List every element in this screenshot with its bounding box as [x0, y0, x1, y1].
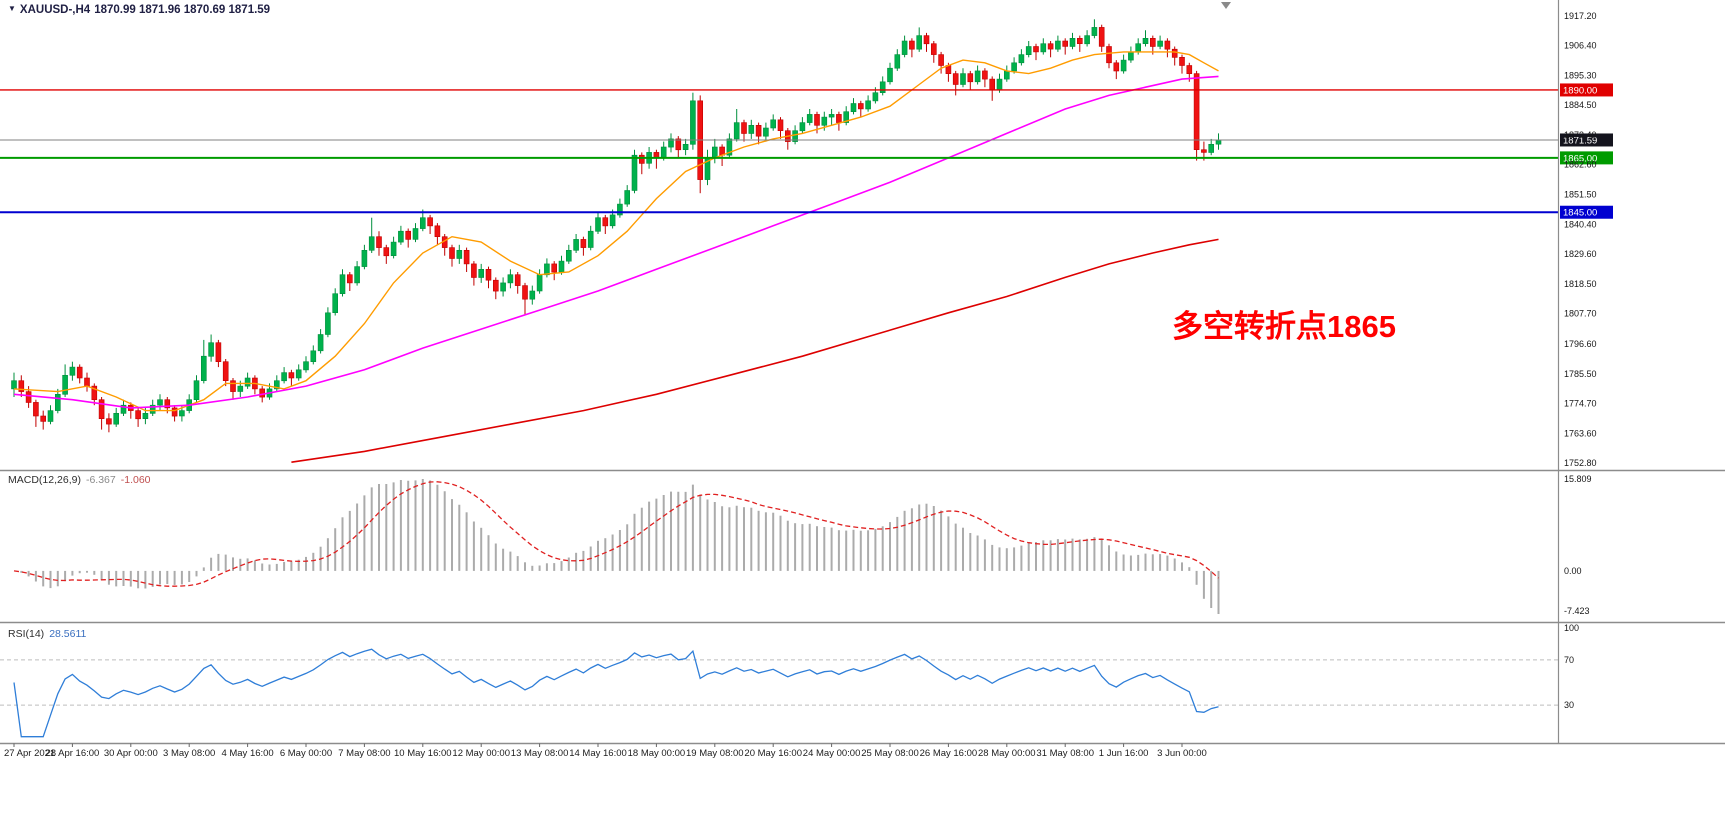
price-axis-label: 1895.30: [1564, 71, 1597, 81]
chart-ohlc-header: ▼ XAUUSD-,H4 1870.99 1871.96 1870.69 1871.…: [8, 4, 274, 16]
price-axis-label: 1763.60: [1564, 428, 1597, 438]
axis-badges: 1890.00 1865.00 1845.00 1871.59: [1560, 83, 1613, 219]
time-axis-label: 26 May 16:00: [920, 748, 978, 759]
time-axis-label: 14 May 16:00: [569, 748, 627, 759]
bid-price-badge: [1560, 133, 1613, 147]
price-axis-label: 1807.70: [1564, 309, 1597, 319]
rsi-axis-label: 100: [1564, 623, 1579, 633]
price-axis-label: 1752.80: [1564, 458, 1597, 468]
time-axis-label: 13 May 08:00: [511, 748, 569, 759]
rsi-name: RSI(14): [8, 628, 45, 640]
time-axis-label: 25 May 08:00: [861, 748, 919, 759]
rsi-axis: 100 70 30: [1564, 623, 1579, 710]
price-axis-label: 1906.40: [1564, 40, 1597, 50]
time-axis-label: 28 May 00:00: [978, 748, 1036, 759]
price-axis-label: 1818.50: [1564, 279, 1597, 289]
time-axis-label: 20 May 16:00: [744, 748, 802, 759]
candles: [11, 19, 1222, 433]
rsi-value: 28.5611: [49, 628, 87, 640]
annotation-text: 多空转折点1865: [1172, 309, 1396, 344]
time-axis-label: 27 Apr 2021: [4, 748, 55, 759]
price-badge: [1560, 151, 1613, 165]
macd-indicator-label: MACD(12,26,9) -6.367 -1.060: [8, 474, 156, 486]
rsi-levels: [0, 659, 1559, 706]
time-axis-label: 4 May 16:00: [221, 748, 273, 759]
time-axis-label: 18 May 00:00: [628, 748, 686, 759]
price-axis-label: 1862.60: [1564, 159, 1597, 169]
ma-mid-line: [13, 75, 1219, 409]
symbol-period-label: XAUUSD-,H4: [19, 4, 91, 16]
time-axis-label: 10 May 16:00: [394, 748, 452, 759]
price-axis-label: 1774.70: [1564, 398, 1597, 408]
price-badge: [1560, 205, 1613, 219]
price-axis-label: 1796.60: [1564, 339, 1597, 349]
time-axis-label: 6 May 00:00: [280, 748, 332, 759]
ohlc-values: 1870.99 1871.96 1870.69 1871.59: [94, 4, 271, 16]
price-axis-label: 1840.40: [1564, 220, 1597, 230]
time-axis-label: 31 May 08:00: [1036, 748, 1094, 759]
time-axis-label: 7 May 08:00: [338, 748, 390, 759]
price-axis-label: 1873.40: [1564, 130, 1597, 140]
ma-fast-line: [13, 51, 1219, 412]
price-badge-label: 1865.00: [1563, 153, 1597, 164]
pane-separators: [0, 0, 1725, 745]
time-axis-label: 1 Jun 16:00: [1099, 748, 1149, 759]
time-axis-label: 3 Jun 00:00: [1157, 748, 1207, 759]
rsi-line: [13, 648, 1219, 738]
price-axis-label: 1917.20: [1564, 11, 1597, 21]
moving-averages: [13, 51, 1219, 463]
chart-shift-marker-icon[interactable]: [1221, 2, 1231, 9]
time-axis-label: 30 Apr 00:00: [104, 748, 158, 759]
macd-signal-value: -1.060: [120, 474, 151, 486]
price-axis-label: 1785.50: [1564, 369, 1597, 379]
time-axis-label: 28 Apr 16:00: [45, 748, 99, 759]
time-axis-label: 12 May 00:00: [452, 748, 510, 759]
time-axis-label: 19 May 08:00: [686, 748, 744, 759]
symbol-marker-icon: ▼: [8, 4, 16, 13]
macd-axis-label: 15.809: [1564, 474, 1592, 484]
rsi-indicator-label: RSI(14) 28.5611: [8, 628, 91, 640]
time-axis-label: 24 May 00:00: [803, 748, 861, 759]
macd-histogram: [20, 479, 1220, 614]
rsi-axis-label: 70: [1564, 655, 1574, 665]
price-badge-label: 1890.00: [1563, 85, 1597, 96]
price-badge-label: 1845.00: [1563, 208, 1597, 219]
macd-axis-label: -7.423: [1564, 606, 1590, 616]
price-axis-label: 1884.50: [1564, 100, 1597, 110]
macd-signal: [13, 481, 1219, 587]
price-badge: [1560, 83, 1613, 97]
price-axis: 1917.20 1906.40 1895.30 1884.50 1873.40 1862.…: [1564, 11, 1597, 468]
macd-main-value: -6.367: [85, 474, 116, 486]
ma-slow-line: [291, 238, 1219, 463]
time-axis-label: 3 May 08:00: [163, 748, 215, 759]
bid-price-badge-label: 1871.59: [1563, 135, 1597, 146]
rsi-axis-label: 30: [1564, 700, 1574, 710]
price-axis-label: 1829.60: [1564, 249, 1597, 259]
macd-axis: 15.809 0.00 -7.423: [1564, 474, 1592, 616]
macd-name: MACD(12,26,9): [8, 474, 81, 486]
price-levels: [0, 89, 1559, 214]
price-axis-label: 1851.50: [1564, 190, 1597, 200]
macd-axis-label: 0.00: [1564, 566, 1582, 576]
